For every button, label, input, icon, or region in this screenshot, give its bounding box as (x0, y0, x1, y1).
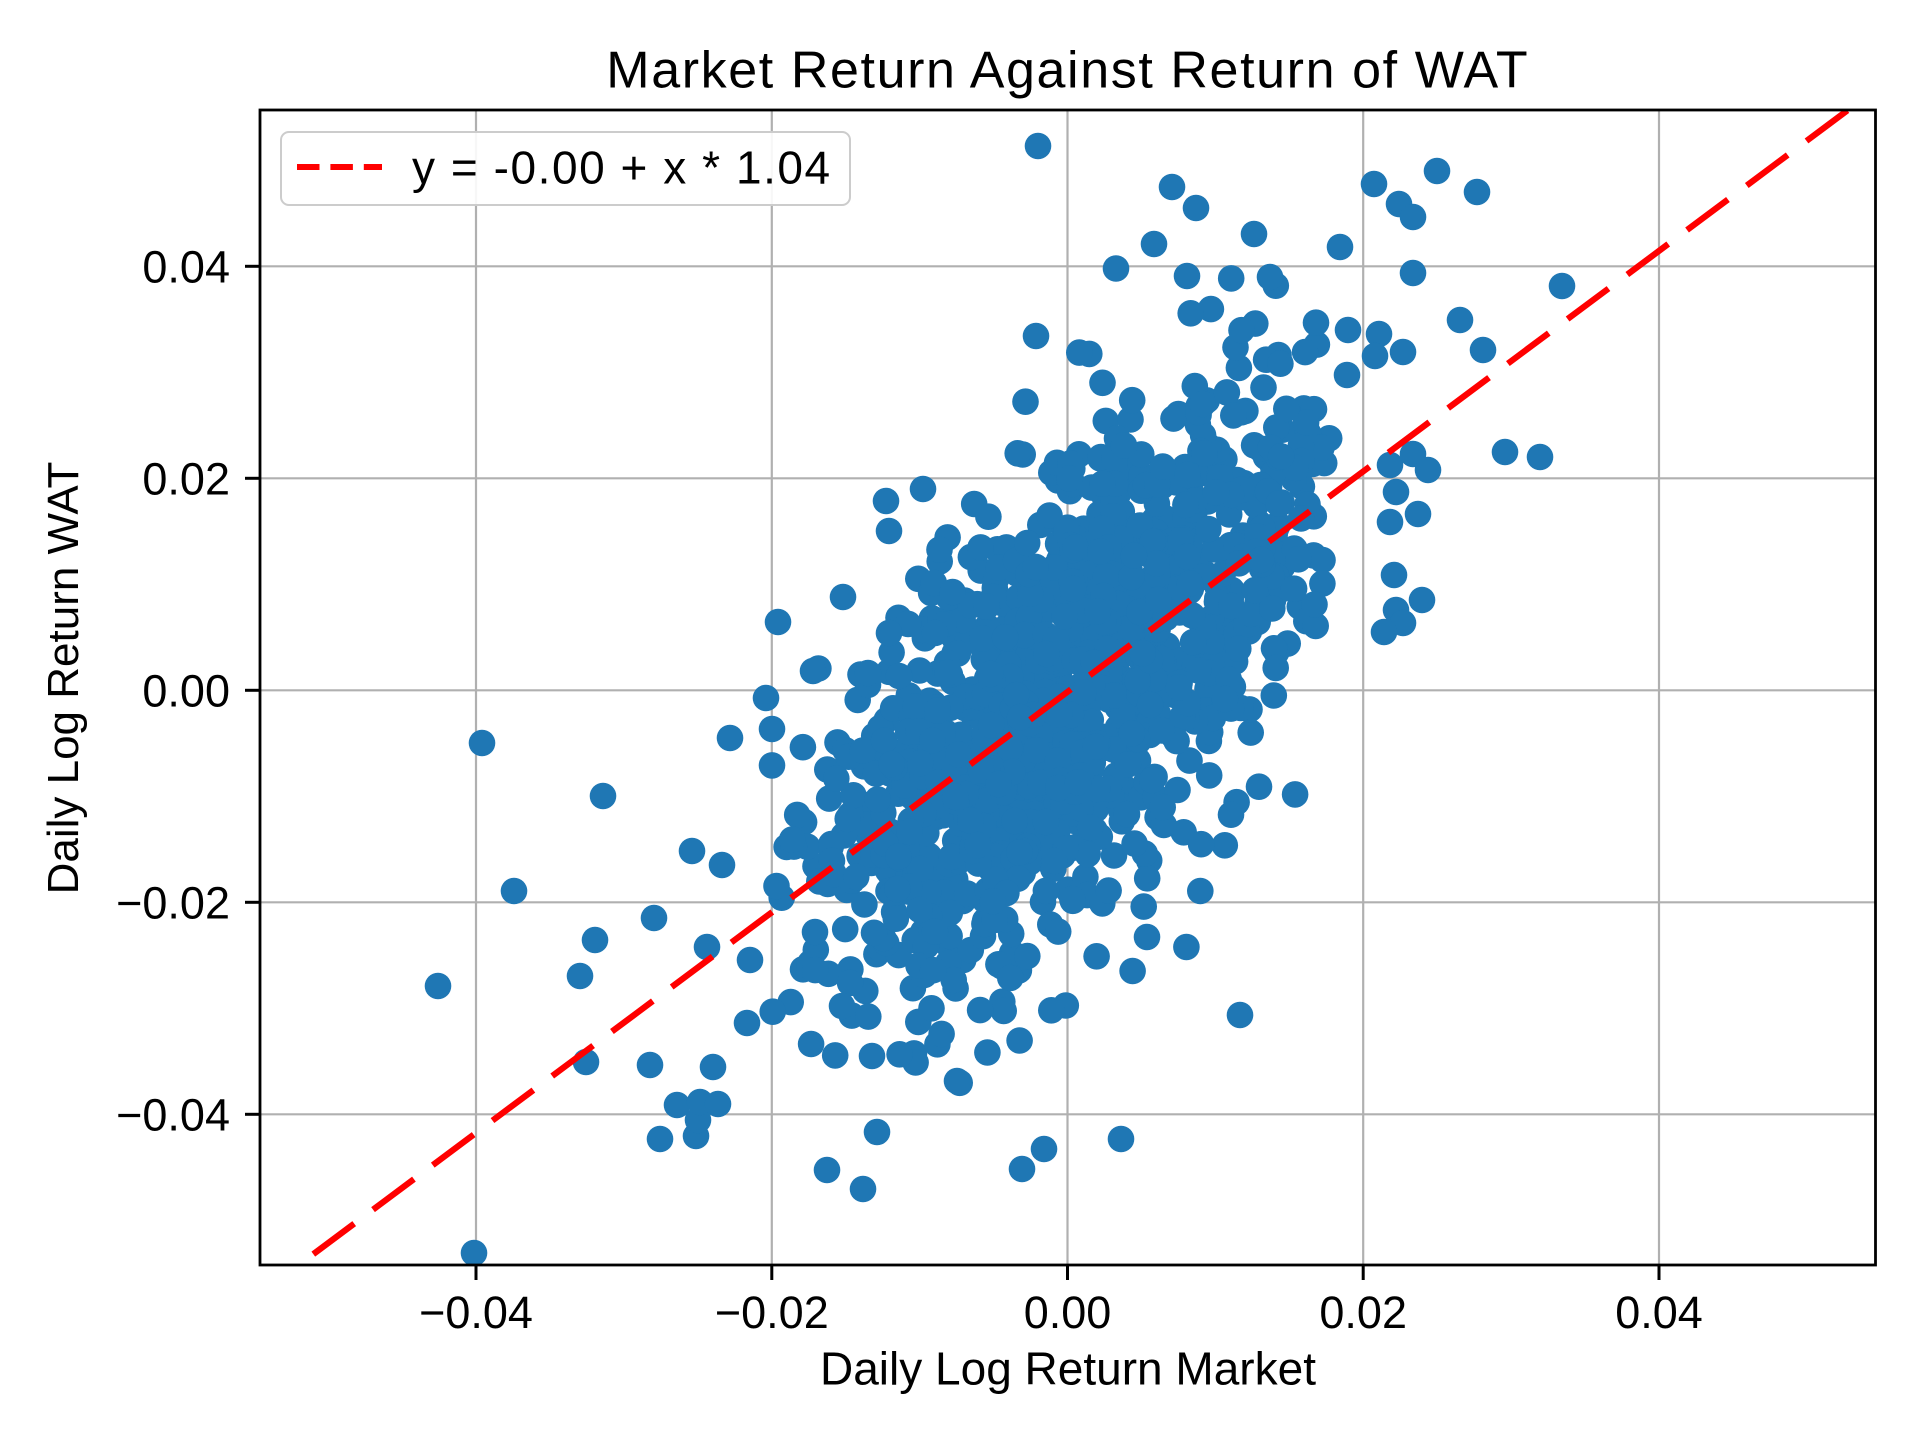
svg-text:Daily Log Return Market: Daily Log Return Market (820, 1343, 1316, 1395)
svg-text:−0.04: −0.04 (419, 1287, 533, 1338)
svg-text:0.00: 0.00 (142, 665, 230, 716)
svg-text:−0.02: −0.02 (715, 1287, 829, 1338)
svg-text:0.02: 0.02 (142, 453, 230, 504)
svg-text:0.04: 0.04 (142, 241, 230, 292)
svg-text:Market Return Against Return o: Market Return Against Return of WAT (606, 42, 1529, 100)
svg-text:0.00: 0.00 (1024, 1287, 1112, 1338)
svg-text:0.04: 0.04 (1615, 1287, 1703, 1338)
svg-text:Daily Log Return WAT: Daily Log Return WAT (39, 462, 88, 895)
svg-text:−0.02: −0.02 (116, 877, 230, 928)
svg-text:−0.04: −0.04 (116, 1089, 230, 1140)
svg-text:0.02: 0.02 (1319, 1287, 1407, 1338)
svg-text:y = -0.00 + x * 1.04: y = -0.00 + x * 1.04 (412, 142, 832, 194)
